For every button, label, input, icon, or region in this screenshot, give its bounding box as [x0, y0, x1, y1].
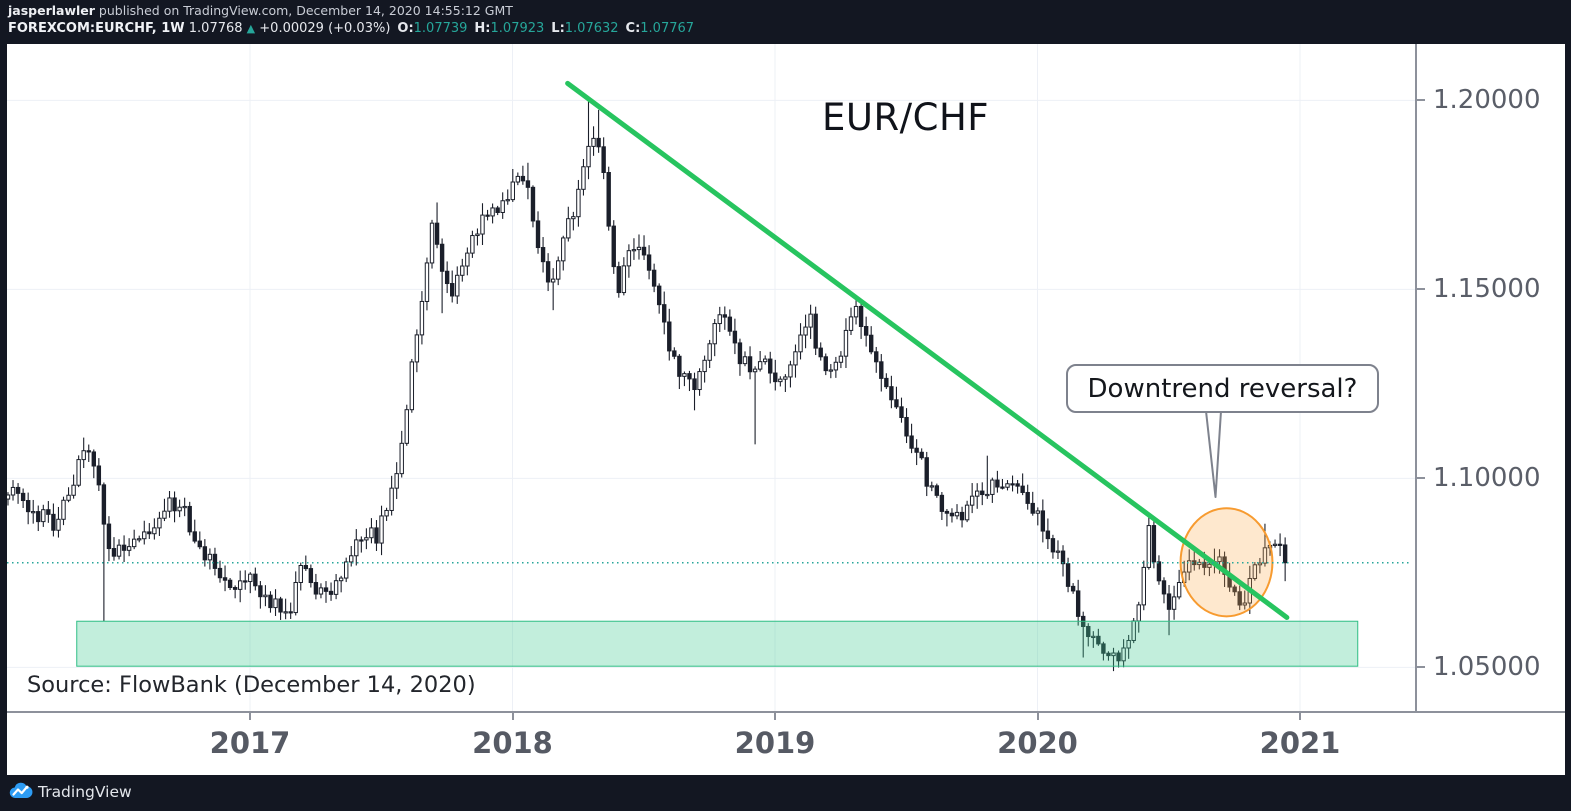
- ohlc-value: 1.07767: [640, 21, 695, 36]
- x-axis-tick: [1036, 713, 1039, 720]
- ohlc-value: 1.07923: [490, 21, 545, 36]
- ohlc-label: L:: [551, 21, 565, 36]
- ohlc-value: 1.07632: [564, 21, 619, 36]
- header-bar: jasperlawler published on TradingView.co…: [0, 0, 1571, 44]
- y-axis-tick: [1417, 288, 1425, 291]
- price-axis[interactable]: 1.20000 1.15000 1.10000 1.05000: [1415, 44, 1565, 775]
- quote-line: FOREXCOM:EURCHF, 1W 1.07768 ▲ +0.00029 (…: [8, 21, 694, 36]
- y-axis-tick: [1417, 99, 1425, 102]
- x-axis-label: 2018: [472, 726, 553, 760]
- y-axis-label: 1.20000: [1433, 85, 1541, 116]
- y-axis-tick: [1417, 666, 1425, 669]
- x-axis-label: 2020: [997, 726, 1078, 760]
- ohlc-label: O:: [397, 21, 414, 36]
- callout-tail: [1205, 410, 1222, 498]
- ohlc-values: O:1.07739 H:1.07923 L:1.07632 C:1.07767: [390, 21, 694, 36]
- last-price: 1.07768: [188, 21, 243, 36]
- chart-title: EUR/CHF: [822, 96, 990, 139]
- up-triangle-icon: ▲: [246, 22, 256, 35]
- symbol-title: FOREXCOM:EURCHF, 1W: [8, 21, 185, 36]
- y-axis-tick: [1417, 477, 1425, 480]
- callout-text: Downtrend reversal?: [1087, 373, 1358, 404]
- tradingview-logo-icon[interactable]: [9, 782, 33, 804]
- right-margin-strip: [1565, 44, 1571, 775]
- time-axis[interactable]: 2017 2018 2019 2020 2021: [7, 711, 1565, 775]
- ohlc-label: H:: [474, 21, 491, 36]
- downtrend-line[interactable]: [565, 80, 1290, 620]
- ohlc-value: 1.07739: [413, 21, 468, 36]
- x-axis-tick: [511, 713, 514, 720]
- price-change: +0.00029 (+0.03%): [259, 21, 391, 36]
- price-chart-svg[interactable]: [7, 44, 1415, 711]
- footer-brand[interactable]: TradingView: [38, 783, 132, 801]
- source-note: Source: FlowBank (December 14, 2020): [27, 672, 476, 698]
- footer-bar: TradingView: [0, 775, 1571, 811]
- candlesticks: [7, 98, 1288, 672]
- x-axis-label: 2017: [209, 726, 291, 760]
- byline-text: published on TradingView.com, December 1…: [94, 3, 513, 18]
- ohlc-label: C:: [625, 21, 641, 36]
- highlight-ellipse[interactable]: [1179, 507, 1274, 618]
- y-axis-label: 1.10000: [1433, 463, 1541, 494]
- byline-author: jasperlawler: [8, 3, 95, 18]
- x-axis-tick: [774, 713, 776, 720]
- y-axis-label: 1.05000: [1433, 652, 1541, 683]
- callout-downtrend-reversal[interactable]: Downtrend reversal?: [1066, 364, 1379, 413]
- x-axis-label: 2019: [734, 726, 816, 760]
- left-margin-strip: [0, 44, 7, 775]
- byline: jasperlawler published on TradingView.co…: [8, 3, 513, 18]
- x-axis-label: 2021: [1259, 726, 1341, 760]
- x-axis-tick: [249, 713, 251, 720]
- x-axis-tick: [1299, 713, 1301, 720]
- y-axis-label: 1.15000: [1433, 274, 1541, 305]
- support-zone[interactable]: [76, 620, 1359, 667]
